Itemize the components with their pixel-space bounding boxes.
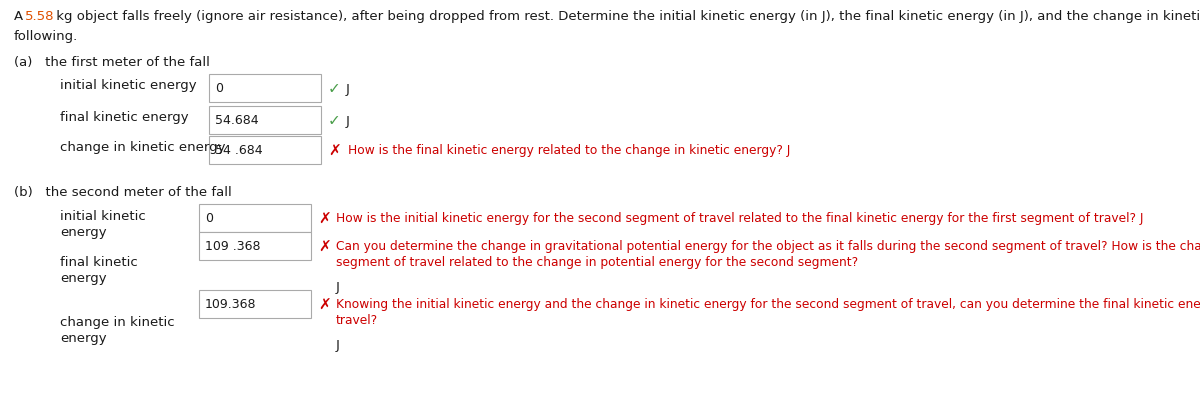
Text: (a)   the first meter of the fall: (a) the first meter of the fall bbox=[14, 56, 210, 69]
Text: ✗: ✗ bbox=[318, 297, 331, 312]
Text: ✗: ✗ bbox=[328, 143, 341, 158]
Text: How is the initial kinetic energy for the second segment of travel related to th: How is the initial kinetic energy for th… bbox=[336, 212, 1144, 225]
FancyBboxPatch shape bbox=[209, 107, 322, 135]
Text: travel?: travel? bbox=[336, 314, 378, 327]
Text: J: J bbox=[336, 280, 340, 293]
Text: A: A bbox=[14, 10, 28, 23]
Text: segment of travel related to the change in potential energy for the second segme: segment of travel related to the change … bbox=[336, 256, 858, 269]
Text: kg object falls freely (ignore air resistance), after being dropped from rest. D: kg object falls freely (ignore air resis… bbox=[52, 10, 1200, 23]
Text: Knowing the initial kinetic energy and the change in kinetic energy for the seco: Knowing the initial kinetic energy and t… bbox=[336, 298, 1200, 311]
Text: 109.368: 109.368 bbox=[205, 298, 257, 311]
Text: following.: following. bbox=[14, 30, 78, 43]
Text: final kinetic: final kinetic bbox=[60, 255, 138, 268]
Text: change in kinetic energy: change in kinetic energy bbox=[60, 141, 226, 154]
Text: 0: 0 bbox=[205, 212, 214, 225]
Text: J: J bbox=[336, 338, 340, 351]
Text: final kinetic energy: final kinetic energy bbox=[60, 111, 188, 124]
Text: 5.58: 5.58 bbox=[25, 10, 54, 23]
Text: ✗: ✗ bbox=[318, 239, 331, 254]
Text: energy: energy bbox=[60, 331, 107, 344]
Text: 109 .368: 109 .368 bbox=[205, 240, 260, 253]
Text: energy: energy bbox=[60, 225, 107, 238]
FancyBboxPatch shape bbox=[209, 137, 322, 164]
FancyBboxPatch shape bbox=[199, 290, 311, 318]
Text: ✓: ✓ bbox=[328, 81, 341, 96]
Text: J: J bbox=[346, 114, 350, 127]
Text: change in kinetic: change in kinetic bbox=[60, 315, 175, 328]
Text: How is the final kinetic energy related to the change in kinetic energy? J: How is the final kinetic energy related … bbox=[348, 144, 791, 157]
FancyBboxPatch shape bbox=[199, 232, 311, 261]
Text: energy: energy bbox=[60, 271, 107, 284]
Text: 54.684: 54.684 bbox=[215, 114, 259, 127]
Text: (b)   the second meter of the fall: (b) the second meter of the fall bbox=[14, 186, 232, 198]
FancyBboxPatch shape bbox=[199, 204, 311, 232]
FancyBboxPatch shape bbox=[209, 75, 322, 103]
Text: Can you determine the change in gravitational potential energy for the object as: Can you determine the change in gravitat… bbox=[336, 240, 1200, 253]
Text: initial kinetic energy: initial kinetic energy bbox=[60, 79, 197, 92]
Text: 0: 0 bbox=[215, 82, 223, 95]
Text: ✓: ✓ bbox=[328, 113, 341, 128]
Text: ✗: ✗ bbox=[318, 211, 331, 226]
Text: J: J bbox=[346, 82, 350, 95]
Text: 54 .684: 54 .684 bbox=[215, 144, 263, 157]
Text: initial kinetic: initial kinetic bbox=[60, 209, 145, 222]
